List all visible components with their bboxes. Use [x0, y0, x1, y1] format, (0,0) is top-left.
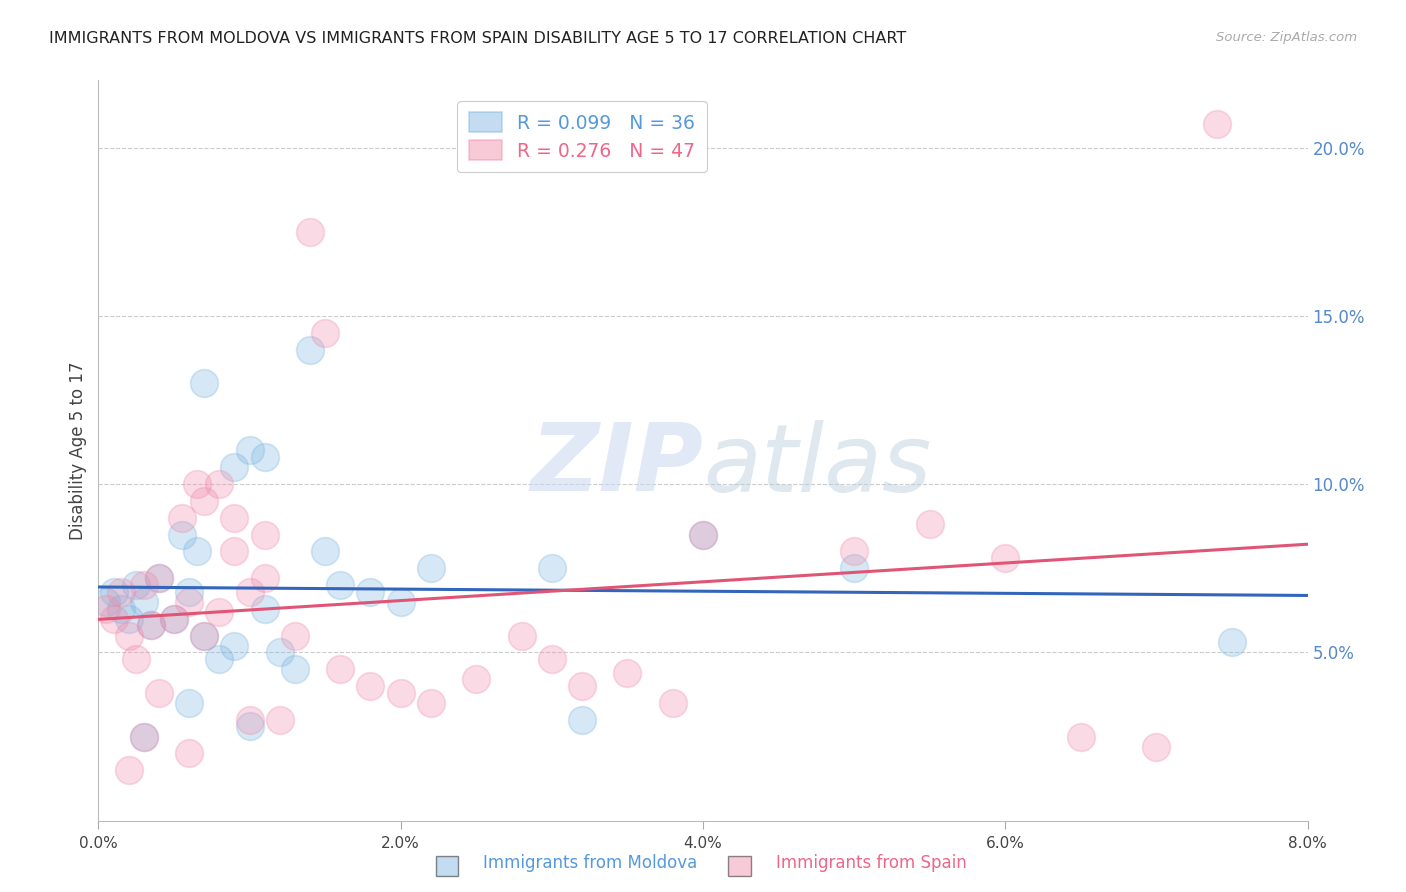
Point [118, 628, 141, 642]
Point [1070, 730, 1092, 744]
Point [692, 527, 714, 541]
Point [571, 713, 593, 727]
Point [253, 571, 276, 585]
Point [170, 510, 193, 524]
Point [253, 601, 276, 615]
Point [239, 584, 262, 599]
Point [661, 696, 683, 710]
Point [510, 628, 533, 642]
Point [389, 595, 412, 609]
Point [118, 763, 141, 777]
Point [163, 612, 186, 626]
Point [179, 696, 201, 710]
Point [208, 605, 231, 619]
Point [186, 477, 208, 491]
Point [110, 601, 132, 615]
Point [132, 578, 155, 592]
Point [179, 747, 201, 761]
Point [141, 618, 163, 632]
Point [994, 551, 1017, 566]
Point [465, 673, 488, 687]
Point [224, 639, 246, 653]
Point [420, 561, 443, 575]
Point [1146, 739, 1168, 754]
Text: Immigrants from Moldova: Immigrants from Moldova [484, 855, 697, 872]
Point [329, 662, 352, 676]
Point [148, 571, 170, 585]
Point [360, 679, 382, 693]
Point [186, 544, 208, 558]
Point [94, 601, 117, 615]
Point [125, 578, 148, 592]
Point [692, 527, 714, 541]
Point [193, 628, 215, 642]
Point [360, 584, 382, 599]
Point [94, 595, 117, 609]
Point [239, 443, 262, 458]
Point [299, 343, 322, 357]
Point [329, 578, 352, 592]
Point [224, 510, 246, 524]
Point [163, 612, 186, 626]
Point [253, 450, 276, 465]
Point [284, 628, 307, 642]
Point [103, 612, 125, 626]
Point [284, 662, 307, 676]
Point [193, 376, 215, 391]
Point [918, 517, 941, 532]
Point [616, 665, 638, 680]
Point [844, 561, 866, 575]
Point [314, 326, 336, 340]
Text: ZIP: ZIP [530, 419, 703, 511]
Point [208, 477, 231, 491]
Point [1220, 635, 1243, 649]
Text: Immigrants from Spain: Immigrants from Spain [776, 855, 967, 872]
Point [269, 645, 291, 659]
Point [540, 652, 562, 666]
Point [118, 612, 141, 626]
Point [1206, 117, 1229, 131]
Point [170, 527, 193, 541]
Point [224, 460, 246, 475]
Point [148, 571, 170, 585]
Point [314, 544, 336, 558]
Point [269, 713, 291, 727]
Text: IMMIGRANTS FROM MOLDOVA VS IMMIGRANTS FROM SPAIN DISABILITY AGE 5 TO 17 CORRELAT: IMMIGRANTS FROM MOLDOVA VS IMMIGRANTS FR… [49, 31, 907, 46]
Point [141, 618, 163, 632]
Point [193, 494, 215, 508]
Text: atlas: atlas [703, 420, 931, 511]
Point [110, 584, 132, 599]
Point [224, 544, 246, 558]
Point [420, 696, 443, 710]
Text: Source: ZipAtlas.com: Source: ZipAtlas.com [1216, 31, 1357, 45]
Point [132, 595, 155, 609]
Point [103, 584, 125, 599]
Y-axis label: Disability Age 5 to 17: Disability Age 5 to 17 [69, 361, 87, 540]
Point [125, 652, 148, 666]
Point [179, 595, 201, 609]
Point [540, 561, 562, 575]
Point [299, 225, 322, 239]
Point [239, 713, 262, 727]
Point [179, 584, 201, 599]
Point [208, 652, 231, 666]
Legend: R = 0.099   N = 36, R = 0.276   N = 47: R = 0.099 N = 36, R = 0.276 N = 47 [457, 101, 707, 172]
Point [132, 730, 155, 744]
Point [253, 527, 276, 541]
Point [571, 679, 593, 693]
Point [239, 719, 262, 733]
Point [844, 544, 866, 558]
Point [132, 730, 155, 744]
Point [193, 628, 215, 642]
Point [148, 686, 170, 700]
Point [389, 686, 412, 700]
